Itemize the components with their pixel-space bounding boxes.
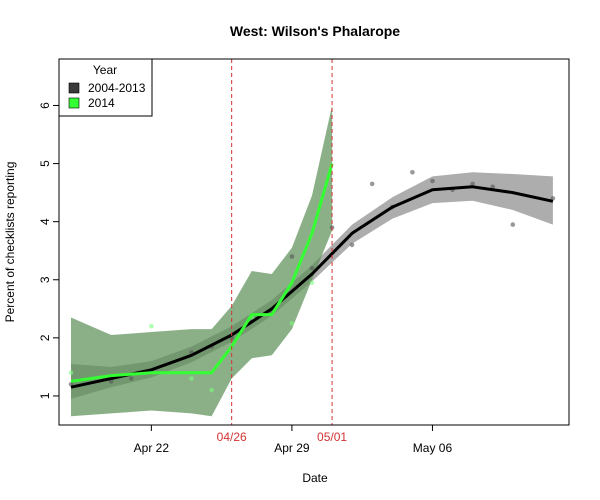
x-axis: Apr 22 Apr 29 May 06 xyxy=(134,425,453,455)
reference-lines: 04/26 05/01 xyxy=(217,59,347,444)
point-2014 xyxy=(209,387,214,393)
legend-swatch-2014 xyxy=(68,97,80,109)
y-tick-label: 6 xyxy=(38,102,52,109)
plot-frame xyxy=(58,58,570,426)
legend-title: Year xyxy=(93,63,117,77)
point-2014 xyxy=(309,280,315,286)
point-2004-2013 xyxy=(430,178,435,184)
x-tick-label: May 06 xyxy=(413,441,453,455)
point-2014 xyxy=(289,321,295,326)
legend: Year 2004-2013 2014 xyxy=(58,58,153,117)
legend-label-2014: 2014 xyxy=(88,96,115,110)
point-2014 xyxy=(189,376,194,381)
point-2004-2013 xyxy=(490,184,496,190)
point-2014 xyxy=(68,370,74,376)
x-axis-label: Date xyxy=(302,471,328,485)
confidence-bands xyxy=(71,105,553,417)
y-axis-label: Percent of checklists reporting xyxy=(3,162,17,323)
point-2004-2013 xyxy=(369,181,375,187)
point-2004-2013 xyxy=(410,170,415,175)
y-axis: 1 2 3 4 5 6 xyxy=(38,102,59,399)
y-tick-label: 4 xyxy=(38,218,52,225)
point-2004-2013 xyxy=(309,265,315,271)
point-2004-2013 xyxy=(129,376,134,381)
point-2014 xyxy=(149,323,154,329)
y-tick-label: 5 xyxy=(38,160,52,167)
point-2004-2013 xyxy=(289,254,295,259)
point-2004-2013 xyxy=(470,181,475,187)
y-tick-label: 3 xyxy=(38,276,52,283)
point-2004-2013 xyxy=(349,242,355,248)
y-tick-label: 2 xyxy=(38,334,52,341)
y-tick-label: 1 xyxy=(38,392,52,399)
legend-swatch-2004-2013 xyxy=(68,82,80,94)
x-tick-label: Apr 29 xyxy=(274,441,310,455)
reference-line-label: 05/01 xyxy=(317,430,347,444)
legend-label-2004-2013: 2004-2013 xyxy=(88,81,146,95)
x-tick-label: Apr 22 xyxy=(134,441,170,455)
chart-title: West: Wilson's Phalarope xyxy=(230,23,400,39)
line-2004-2013 xyxy=(70,185,554,389)
band-2014 xyxy=(71,105,333,417)
point-2004-2013 xyxy=(510,222,516,227)
reference-line-label: 04/26 xyxy=(217,430,247,444)
